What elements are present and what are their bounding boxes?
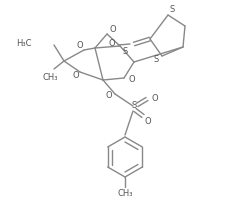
Text: H₃C: H₃C — [16, 40, 32, 48]
Text: S: S — [153, 56, 159, 65]
Text: O: O — [106, 91, 112, 101]
Text: O: O — [129, 75, 135, 85]
Text: O: O — [110, 26, 116, 34]
Text: O: O — [73, 71, 79, 81]
Text: O: O — [109, 40, 115, 48]
Text: O: O — [77, 40, 83, 50]
Text: S: S — [169, 6, 175, 14]
Text: O: O — [145, 117, 151, 127]
Text: O: O — [152, 95, 158, 103]
Text: S: S — [122, 46, 128, 56]
Text: CH₃: CH₃ — [117, 190, 133, 198]
Text: S: S — [131, 101, 137, 111]
Text: CH₃: CH₃ — [42, 73, 58, 83]
